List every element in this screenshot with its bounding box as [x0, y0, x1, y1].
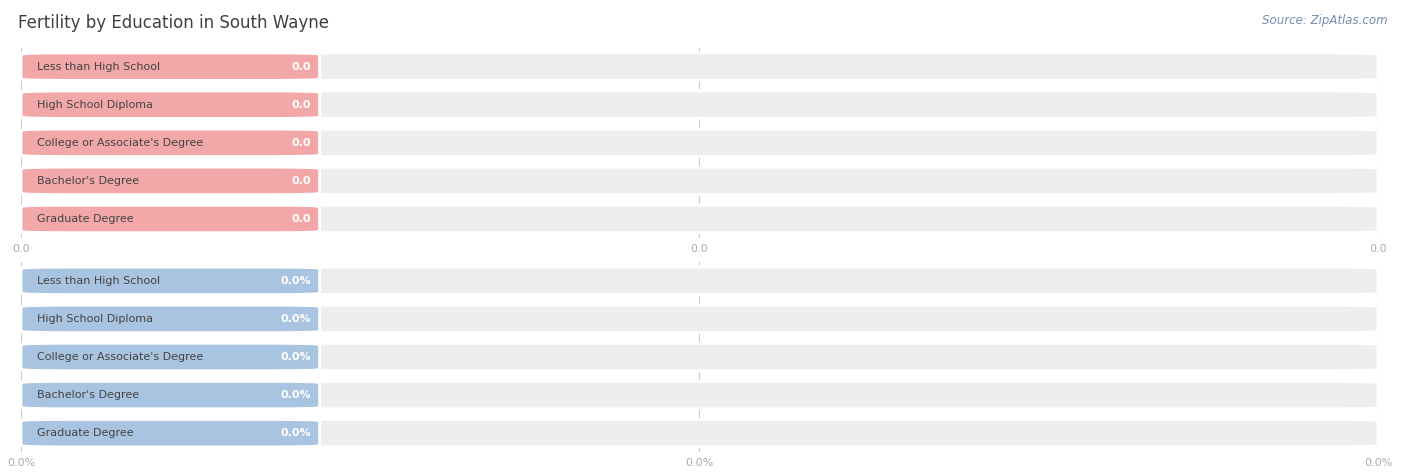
FancyBboxPatch shape: [21, 205, 319, 233]
Text: College or Associate's Degree: College or Associate's Degree: [38, 352, 204, 362]
FancyBboxPatch shape: [21, 129, 1378, 157]
Text: Less than High School: Less than High School: [38, 276, 160, 286]
Text: College or Associate's Degree: College or Associate's Degree: [38, 138, 204, 148]
Text: 0.0: 0.0: [292, 99, 312, 110]
Text: Bachelor's Degree: Bachelor's Degree: [38, 176, 139, 186]
FancyBboxPatch shape: [21, 305, 1378, 333]
FancyBboxPatch shape: [21, 267, 1378, 295]
FancyBboxPatch shape: [21, 167, 1378, 195]
Text: 0.0: 0.0: [292, 61, 312, 72]
Text: Fertility by Education in South Wayne: Fertility by Education in South Wayne: [18, 14, 329, 32]
FancyBboxPatch shape: [21, 91, 319, 119]
FancyBboxPatch shape: [21, 419, 319, 447]
FancyBboxPatch shape: [21, 381, 1378, 409]
Text: 0.0: 0.0: [292, 214, 312, 224]
Text: 0.0%: 0.0%: [281, 352, 312, 362]
Text: 0.0%: 0.0%: [281, 428, 312, 438]
Text: Graduate Degree: Graduate Degree: [38, 214, 134, 224]
FancyBboxPatch shape: [21, 343, 319, 371]
Text: High School Diploma: High School Diploma: [38, 99, 153, 110]
FancyBboxPatch shape: [21, 305, 319, 333]
Text: 0.0%: 0.0%: [281, 276, 312, 286]
FancyBboxPatch shape: [21, 53, 319, 80]
Text: Source: ZipAtlas.com: Source: ZipAtlas.com: [1263, 14, 1388, 27]
FancyBboxPatch shape: [21, 167, 319, 195]
FancyBboxPatch shape: [21, 381, 319, 409]
Text: 0.0: 0.0: [292, 138, 312, 148]
FancyBboxPatch shape: [21, 267, 319, 295]
FancyBboxPatch shape: [21, 205, 1378, 233]
Text: Bachelor's Degree: Bachelor's Degree: [38, 390, 139, 400]
Text: Less than High School: Less than High School: [38, 61, 160, 72]
FancyBboxPatch shape: [21, 91, 1378, 119]
Text: Graduate Degree: Graduate Degree: [38, 428, 134, 438]
FancyBboxPatch shape: [21, 343, 1378, 371]
Text: 0.0%: 0.0%: [281, 390, 312, 400]
Text: High School Diploma: High School Diploma: [38, 314, 153, 324]
FancyBboxPatch shape: [21, 53, 1378, 80]
Text: 0.0%: 0.0%: [281, 314, 312, 324]
Text: 0.0: 0.0: [292, 176, 312, 186]
FancyBboxPatch shape: [21, 129, 319, 157]
FancyBboxPatch shape: [21, 419, 1378, 447]
